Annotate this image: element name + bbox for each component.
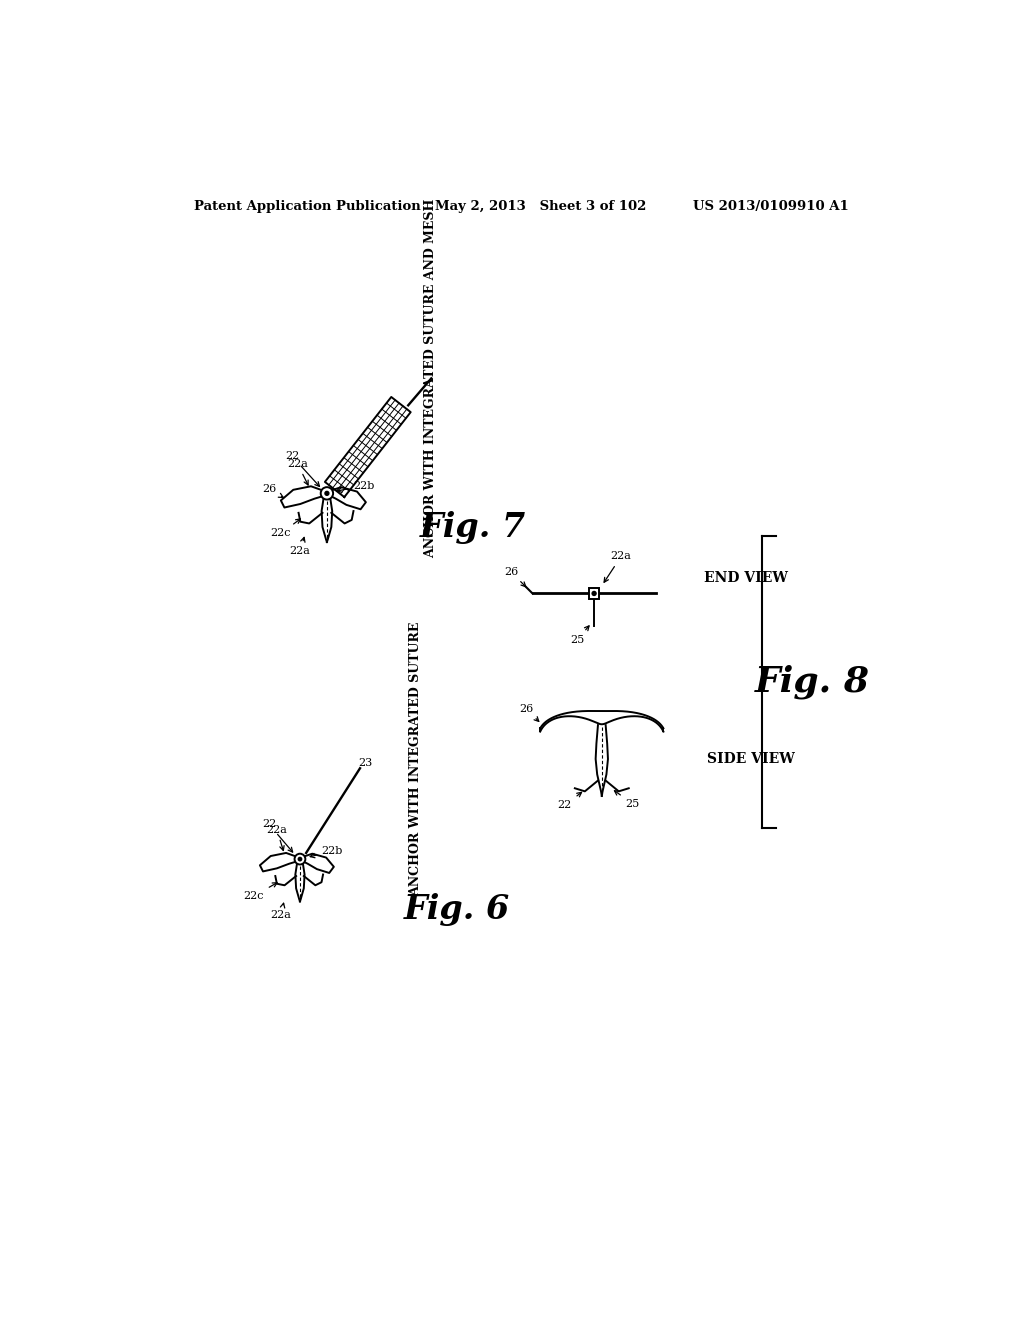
Text: 26: 26	[504, 566, 525, 586]
Text: 22b: 22b	[310, 846, 343, 858]
Bar	[589, 589, 599, 599]
Text: END VIEW: END VIEW	[705, 572, 788, 585]
Text: 26: 26	[262, 484, 284, 498]
Circle shape	[295, 854, 305, 865]
Text: 22b: 22b	[337, 480, 375, 492]
Text: 22a: 22a	[604, 552, 632, 582]
Circle shape	[592, 591, 597, 597]
Text: 23: 23	[358, 758, 373, 768]
Text: ANCHOR WITH INTEGRATED SUTURE: ANCHOR WITH INTEGRATED SUTURE	[409, 622, 422, 896]
Text: 22: 22	[285, 451, 319, 486]
Text: US 2013/0109910 A1: US 2013/0109910 A1	[692, 199, 849, 213]
Text: 22: 22	[262, 820, 293, 853]
Circle shape	[298, 858, 302, 861]
Text: 22c: 22c	[244, 883, 278, 902]
Circle shape	[325, 491, 329, 495]
Text: 22: 22	[558, 792, 582, 810]
Text: May 2, 2013   Sheet 3 of 102: May 2, 2013 Sheet 3 of 102	[435, 199, 646, 213]
Text: 22a: 22a	[270, 903, 291, 920]
Text: 22a: 22a	[266, 825, 288, 850]
Text: 22a: 22a	[290, 537, 310, 556]
Text: Fig. 7: Fig. 7	[419, 511, 525, 544]
Text: 26: 26	[519, 704, 539, 722]
Circle shape	[321, 487, 333, 499]
Text: Fig. 8: Fig. 8	[755, 665, 869, 700]
Text: 25: 25	[570, 626, 589, 644]
Text: SIDE VIEW: SIDE VIEW	[707, 752, 795, 766]
Text: 25: 25	[614, 791, 640, 809]
Text: Fig. 6: Fig. 6	[403, 892, 510, 925]
Text: ANCHOR WITH INTEGRATED SUTURE AND MESH: ANCHOR WITH INTEGRATED SUTURE AND MESH	[424, 198, 437, 557]
Text: Patent Application Publication: Patent Application Publication	[194, 199, 421, 213]
Text: 22c: 22c	[270, 519, 300, 539]
Text: 22a: 22a	[287, 459, 308, 484]
